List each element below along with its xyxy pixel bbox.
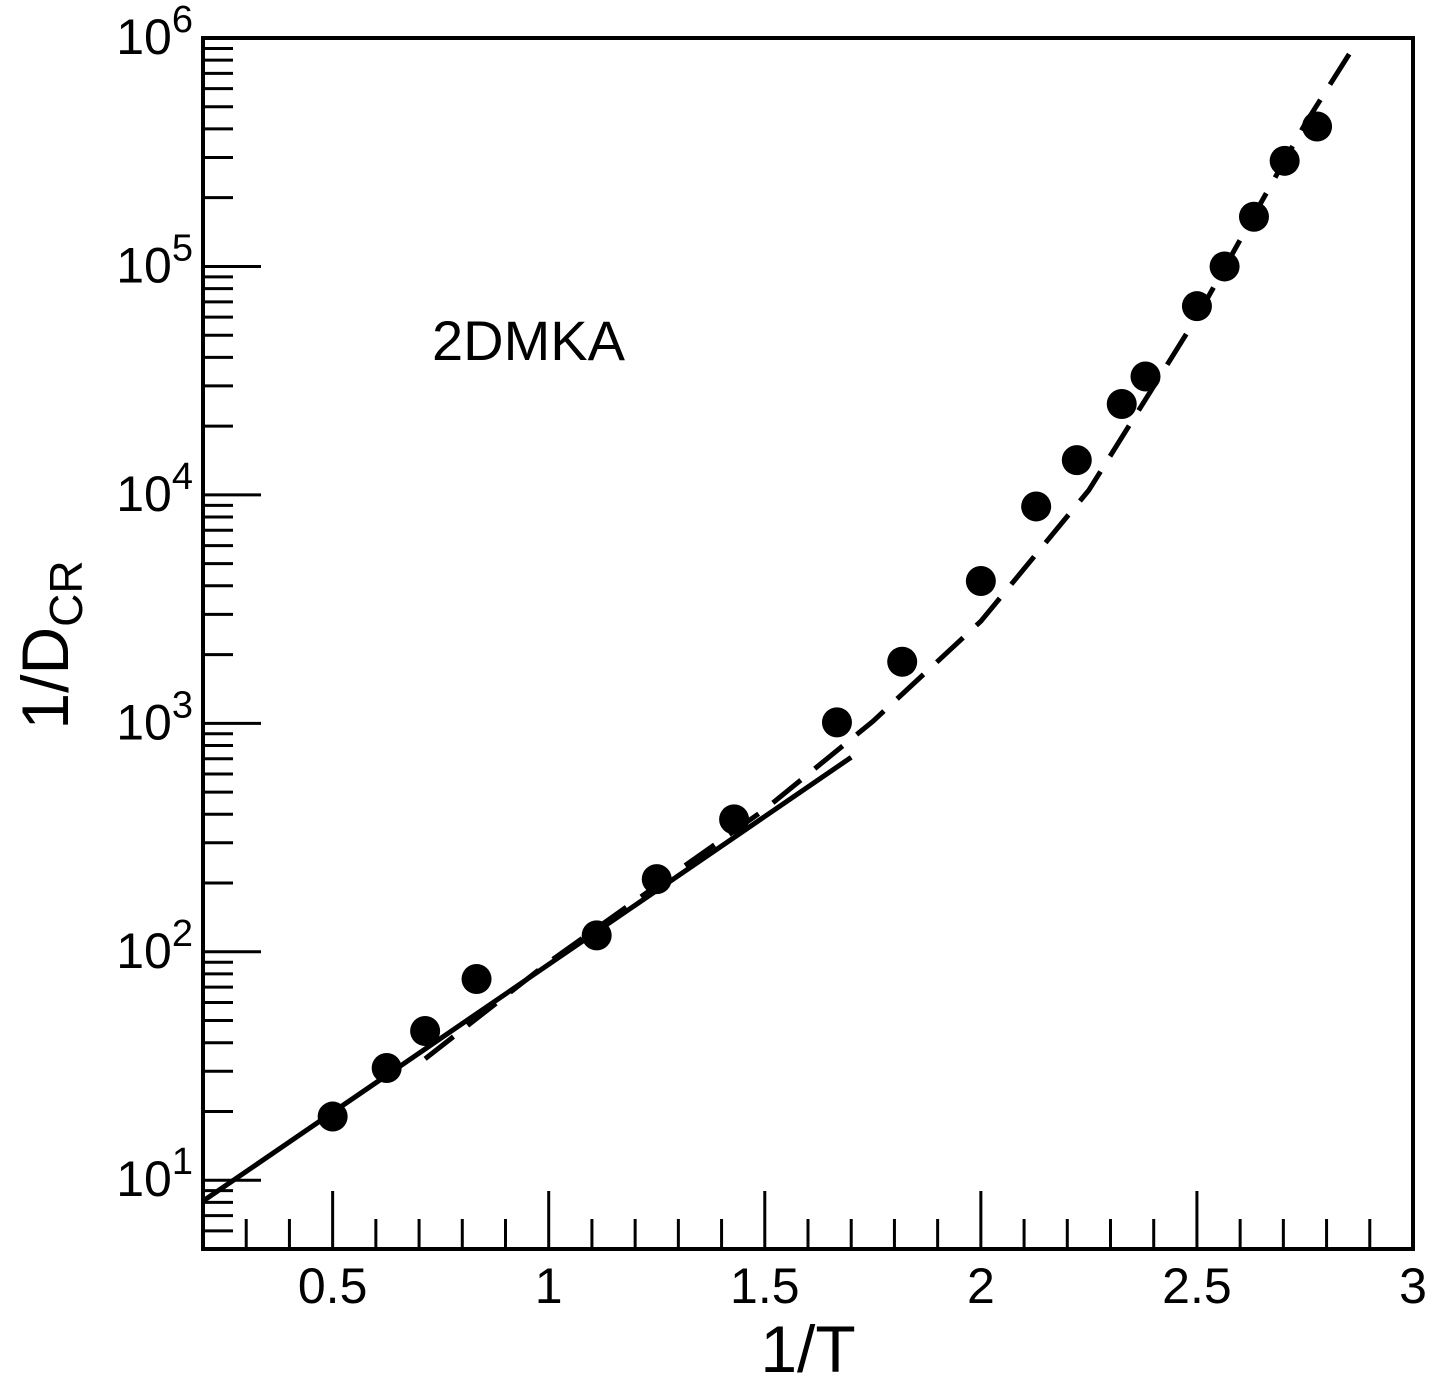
series-lines (201, 40, 1359, 1204)
x-tick-label: 2.5 (1162, 1258, 1232, 1314)
data-point (641, 864, 672, 895)
tick-labels: 0.5 1 1.5 2 2.5 3 101 102 103 104 105 106 (116, 0, 1427, 1314)
y-axis-title-subscript: CR (40, 560, 92, 626)
data-point (581, 920, 612, 951)
annotation-label: 2DMKA (432, 309, 626, 372)
data-point (371, 1052, 402, 1083)
data-point (1269, 145, 1300, 176)
data-point (1181, 291, 1212, 322)
data-point (821, 707, 852, 738)
y-axis-title: 1/DCR (8, 560, 92, 729)
data-point (1130, 361, 1161, 392)
data-point (1021, 491, 1052, 522)
y-axis-title-main: 1/D (8, 627, 82, 730)
data-point (317, 1101, 348, 1132)
y-tick-label: 103 (116, 684, 193, 750)
data-point (965, 565, 996, 596)
x-tick-label: 1.5 (730, 1258, 800, 1314)
data-point (461, 964, 492, 995)
dashed-fit-line (423, 40, 1359, 1061)
data-point (1238, 201, 1269, 232)
y-tick-label: 102 (116, 913, 193, 979)
y-tick-label: 106 (116, 0, 193, 65)
axis-ticks (203, 36, 1372, 1251)
x-tick-label: 3 (1399, 1258, 1427, 1314)
y-tick-label: 104 (116, 456, 193, 522)
x-tick-label: 1 (535, 1258, 563, 1314)
data-point (719, 804, 750, 835)
data-points (317, 111, 1333, 1132)
data-point (1302, 111, 1333, 142)
y-tick-label: 105 (116, 227, 193, 293)
x-axis-title: 1/T (760, 1312, 855, 1378)
data-point (410, 1016, 441, 1047)
y-tick-label: 101 (116, 1141, 193, 1207)
data-point (1209, 251, 1240, 282)
data-point (1106, 388, 1137, 419)
data-point (1061, 445, 1092, 476)
x-tick-label: 2 (967, 1258, 995, 1314)
data-point (887, 646, 918, 677)
x-tick-label: 0.5 (298, 1258, 368, 1314)
